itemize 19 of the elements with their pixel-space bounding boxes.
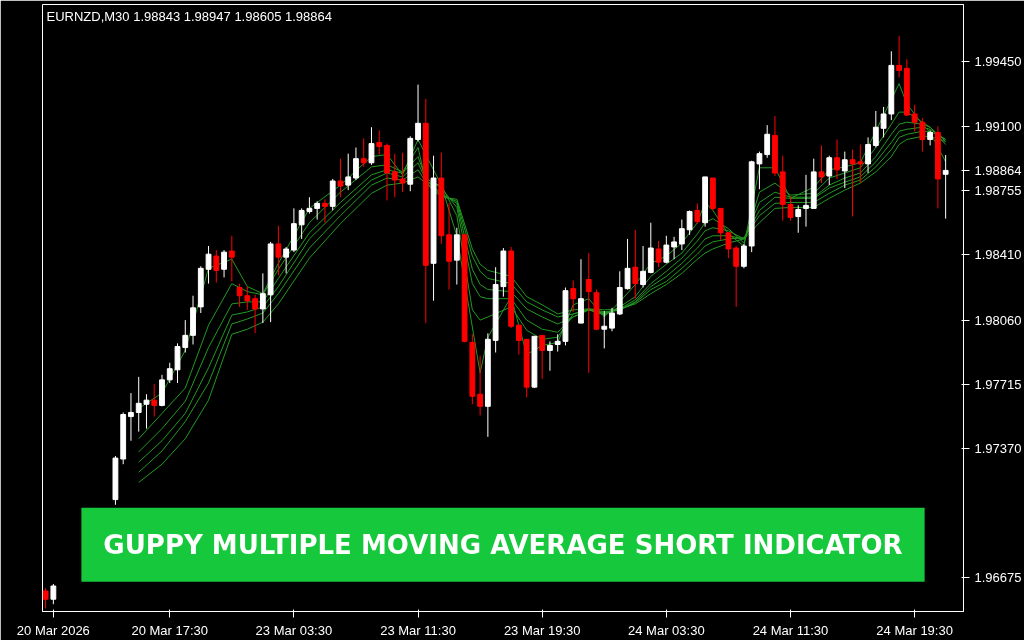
y-tick-label: 1.96675 [974,570,1022,586]
y-tick-label: 1.99450 [974,53,1022,69]
x-tick-label: 20 Mar 17:30 [131,622,209,638]
x-tick-label: 23 Mar 03:30 [255,622,333,638]
y-tick-label: 1.98755 [974,183,1022,199]
y-tick-label: 1.97370 [974,441,1022,457]
x-tick-label: 24 Mar 11:30 [752,622,829,638]
y-tick-label: 1.98864 [974,162,1022,178]
y-tick-label: 1.98410 [974,247,1022,263]
annotation: EURNZD,M30 1.98843 1.98947 1.98605 1.98864 [46,8,332,24]
y-tick-label: 1.98060 [974,312,1022,328]
x-tick-label: 23 Mar 11:30 [380,622,456,638]
y-tick-label: 1.97715 [974,376,1022,392]
x-tick-label: 20 Mar 2026 [16,622,90,638]
x-tick-label: 23 Mar 19:30 [503,622,581,638]
y-tick-label: 1.99100 [974,118,1022,134]
x-tick-label: 24 Mar 03:30 [628,622,705,638]
text: GUPPY MULTIPLE MOVING AVERAGE SHORT INDICATOR [103,529,903,560]
x-tick-label: 24 Mar 19:30 [876,622,953,638]
